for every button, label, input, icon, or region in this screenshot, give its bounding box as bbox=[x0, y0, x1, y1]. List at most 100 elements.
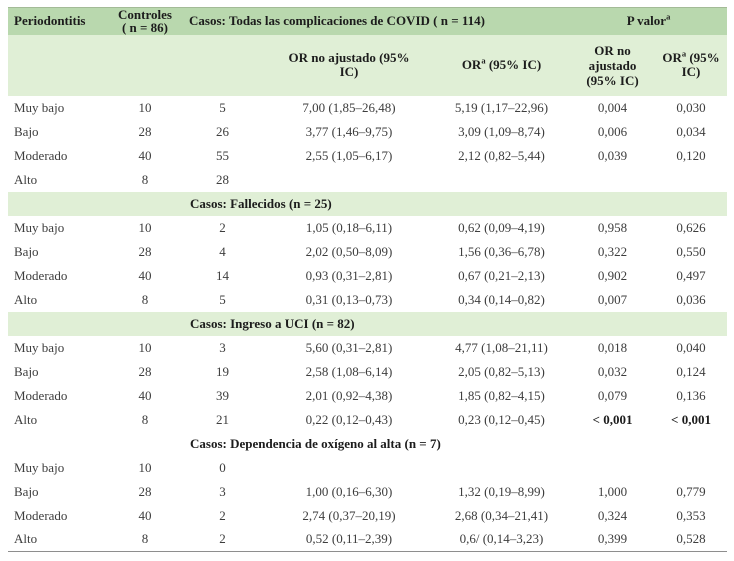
subheader-text: (95% IC) bbox=[485, 57, 542, 72]
data-cell: 2,74 (0,37–20,19) bbox=[302, 507, 396, 523]
data-cell: 40 bbox=[138, 387, 152, 403]
data-cell: 0,039 bbox=[597, 147, 628, 163]
data-cell: 0,31 (0,13–0,73) bbox=[305, 291, 393, 307]
data-cell: 3 bbox=[219, 339, 226, 355]
data-cell: 0,902 bbox=[597, 267, 628, 283]
row-label: Bajo bbox=[14, 123, 39, 139]
data-cell: 3 bbox=[219, 483, 226, 499]
data-cell: 26 bbox=[216, 123, 229, 139]
controles-line1: Controles bbox=[118, 7, 172, 23]
data-cell: 0,353 bbox=[676, 507, 706, 523]
data-cell: 55 bbox=[216, 147, 229, 163]
data-cell: 0,22 (0,12–0,43) bbox=[305, 411, 393, 427]
controles-line2: ( n = 86) bbox=[121, 20, 169, 36]
header-row-1: Periodontitis Controles ( n = 86) Casos:… bbox=[8, 7, 728, 36]
data-cell: 10 bbox=[138, 459, 152, 475]
data-cell: 0,6/ (0,14–3,23) bbox=[459, 531, 544, 547]
data-cell: 5,60 (0,31–2,81) bbox=[305, 339, 393, 355]
table-row: Alto 8 28 bbox=[8, 168, 727, 192]
data-cell: 10 bbox=[138, 99, 152, 115]
data-cell: 40 bbox=[138, 507, 152, 523]
data-cell: 5 bbox=[219, 291, 226, 307]
data-cell bbox=[433, 456, 570, 480]
data-cell: 2,68 (0,34–21,41) bbox=[454, 507, 549, 523]
data-cell bbox=[265, 168, 433, 192]
row-label: Alto bbox=[14, 171, 38, 187]
data-cell: 40 bbox=[138, 147, 152, 163]
data-cell: 0,124 bbox=[676, 363, 706, 379]
row-label: Alto bbox=[14, 411, 38, 427]
data-cell: 2,05 (0,82–5,13) bbox=[458, 363, 545, 379]
data-cell: 0,030 bbox=[676, 99, 706, 115]
row-label: Moderado bbox=[14, 507, 68, 523]
data-cell: 1,000 bbox=[597, 483, 628, 499]
data-cell: 5 bbox=[219, 99, 226, 115]
data-cell: 2 bbox=[219, 531, 226, 547]
data-cell: 0,120 bbox=[676, 147, 706, 163]
row-label: Bajo bbox=[14, 363, 39, 379]
data-cell: 8 bbox=[141, 171, 149, 187]
data-cell: 0,032 bbox=[597, 363, 628, 379]
data-cell: 2,02 (0,50–8,09) bbox=[305, 243, 393, 259]
data-cell: 2 bbox=[219, 507, 226, 523]
data-cell: 1,56 (0,36–6,78) bbox=[458, 243, 545, 259]
data-cell: 0,62 (0,09–4,19) bbox=[458, 219, 545, 235]
data-cell bbox=[655, 168, 727, 192]
table-row: Moderado 40 14 0,93 (0,31–2,81) 0,67 (0,21–2… bbox=[8, 264, 727, 288]
row-label: Bajo bbox=[14, 483, 39, 499]
data-cell bbox=[570, 456, 655, 480]
row-label: Moderado bbox=[14, 387, 68, 403]
data-cell: 14 bbox=[216, 267, 229, 283]
column-header-controles: Controles ( n = 86) bbox=[110, 7, 180, 36]
data-cell: 28 bbox=[216, 171, 229, 187]
data-cell: 19 bbox=[216, 363, 229, 379]
subheader-superscript: a bbox=[481, 55, 486, 66]
table-row: Alto 8 21 0,22 (0,12–0,43) 0,23 (0,12–0,45) <… bbox=[8, 408, 727, 432]
data-cell: 0,34 (0,14–0,82) bbox=[458, 291, 545, 307]
section-label: Casos: Fallecidos (n = 25) bbox=[8, 191, 728, 216]
data-cell: 1,85 (0,82–4,15) bbox=[458, 387, 545, 403]
data-cell: 2,01 (0,92–4,38) bbox=[305, 387, 393, 403]
data-cell: 3,77 (1,46–9,75) bbox=[305, 123, 393, 139]
empty-header-cell bbox=[180, 34, 265, 96]
table-row: Moderado 40 55 2,55 (1,05–6,17) 2,12 (0,82–5… bbox=[8, 144, 727, 168]
table-row: Bajo 28 19 2,58 (1,08–6,14) 2,05 (0,82–5,13)… bbox=[8, 360, 727, 384]
data-cell: 10 bbox=[138, 219, 152, 235]
data-cell bbox=[655, 456, 727, 480]
table-row: Alto 8 5 0,31 (0,13–0,73) 0,34 (0,14–0,82) 0,… bbox=[8, 288, 727, 312]
subheader-text: OR bbox=[662, 50, 682, 65]
row-label: Moderado bbox=[14, 147, 68, 163]
data-cell: 0,006 bbox=[597, 123, 628, 139]
subheader-text: OR bbox=[461, 57, 482, 72]
data-cell: 0,322 bbox=[597, 243, 628, 259]
data-cell: 4,77 (1,08–21,11) bbox=[455, 339, 548, 355]
table-row: Moderado 40 2 2,74 (0,37–20,19) 2,68 (0,34–2… bbox=[8, 504, 727, 528]
data-cell: < 0,001 bbox=[671, 411, 711, 427]
table-row: Muy bajo 10 0 bbox=[8, 456, 727, 480]
data-cell: 2 bbox=[219, 219, 226, 235]
data-cell: 1,00 (0,16–6,30) bbox=[305, 483, 393, 499]
data-cell: 0,136 bbox=[676, 387, 706, 403]
column-header-casos-complicaciones: Casos: Todas las complicaciones de COVID… bbox=[180, 7, 570, 35]
data-cell: 0,497 bbox=[676, 267, 706, 283]
data-cell bbox=[265, 456, 433, 480]
data-cell: 0,004 bbox=[597, 99, 628, 115]
data-cell: 0,23 (0,12–0,45) bbox=[458, 411, 545, 427]
p-valor-superscript: a bbox=[666, 11, 671, 22]
section-header-row: Casos: Fallecidos (n = 25) bbox=[8, 191, 728, 216]
subheader-text: OR no ajustado (95% IC) bbox=[288, 50, 410, 79]
empty-header-cell bbox=[8, 34, 110, 96]
data-cell: 0,324 bbox=[597, 507, 628, 523]
data-cell: 40 bbox=[138, 267, 152, 283]
empty-header-cell bbox=[110, 34, 180, 96]
p-valor-text: P valor bbox=[626, 13, 667, 29]
row-label: Muy bajo bbox=[14, 99, 65, 115]
table-row: Moderado 40 39 2,01 (0,92–4,38) 1,85 (0,82–4… bbox=[8, 384, 727, 408]
data-cell: 28 bbox=[138, 123, 152, 139]
row-label: Muy bajo bbox=[14, 459, 65, 475]
data-cell: 8 bbox=[141, 531, 149, 547]
data-cell: 0,528 bbox=[676, 531, 706, 547]
section-header-row: Casos: Dependencia de oxígeno al alta (n… bbox=[8, 431, 728, 456]
data-cell: 2,55 (1,05–6,17) bbox=[305, 147, 393, 163]
data-cell: 4 bbox=[219, 243, 226, 259]
